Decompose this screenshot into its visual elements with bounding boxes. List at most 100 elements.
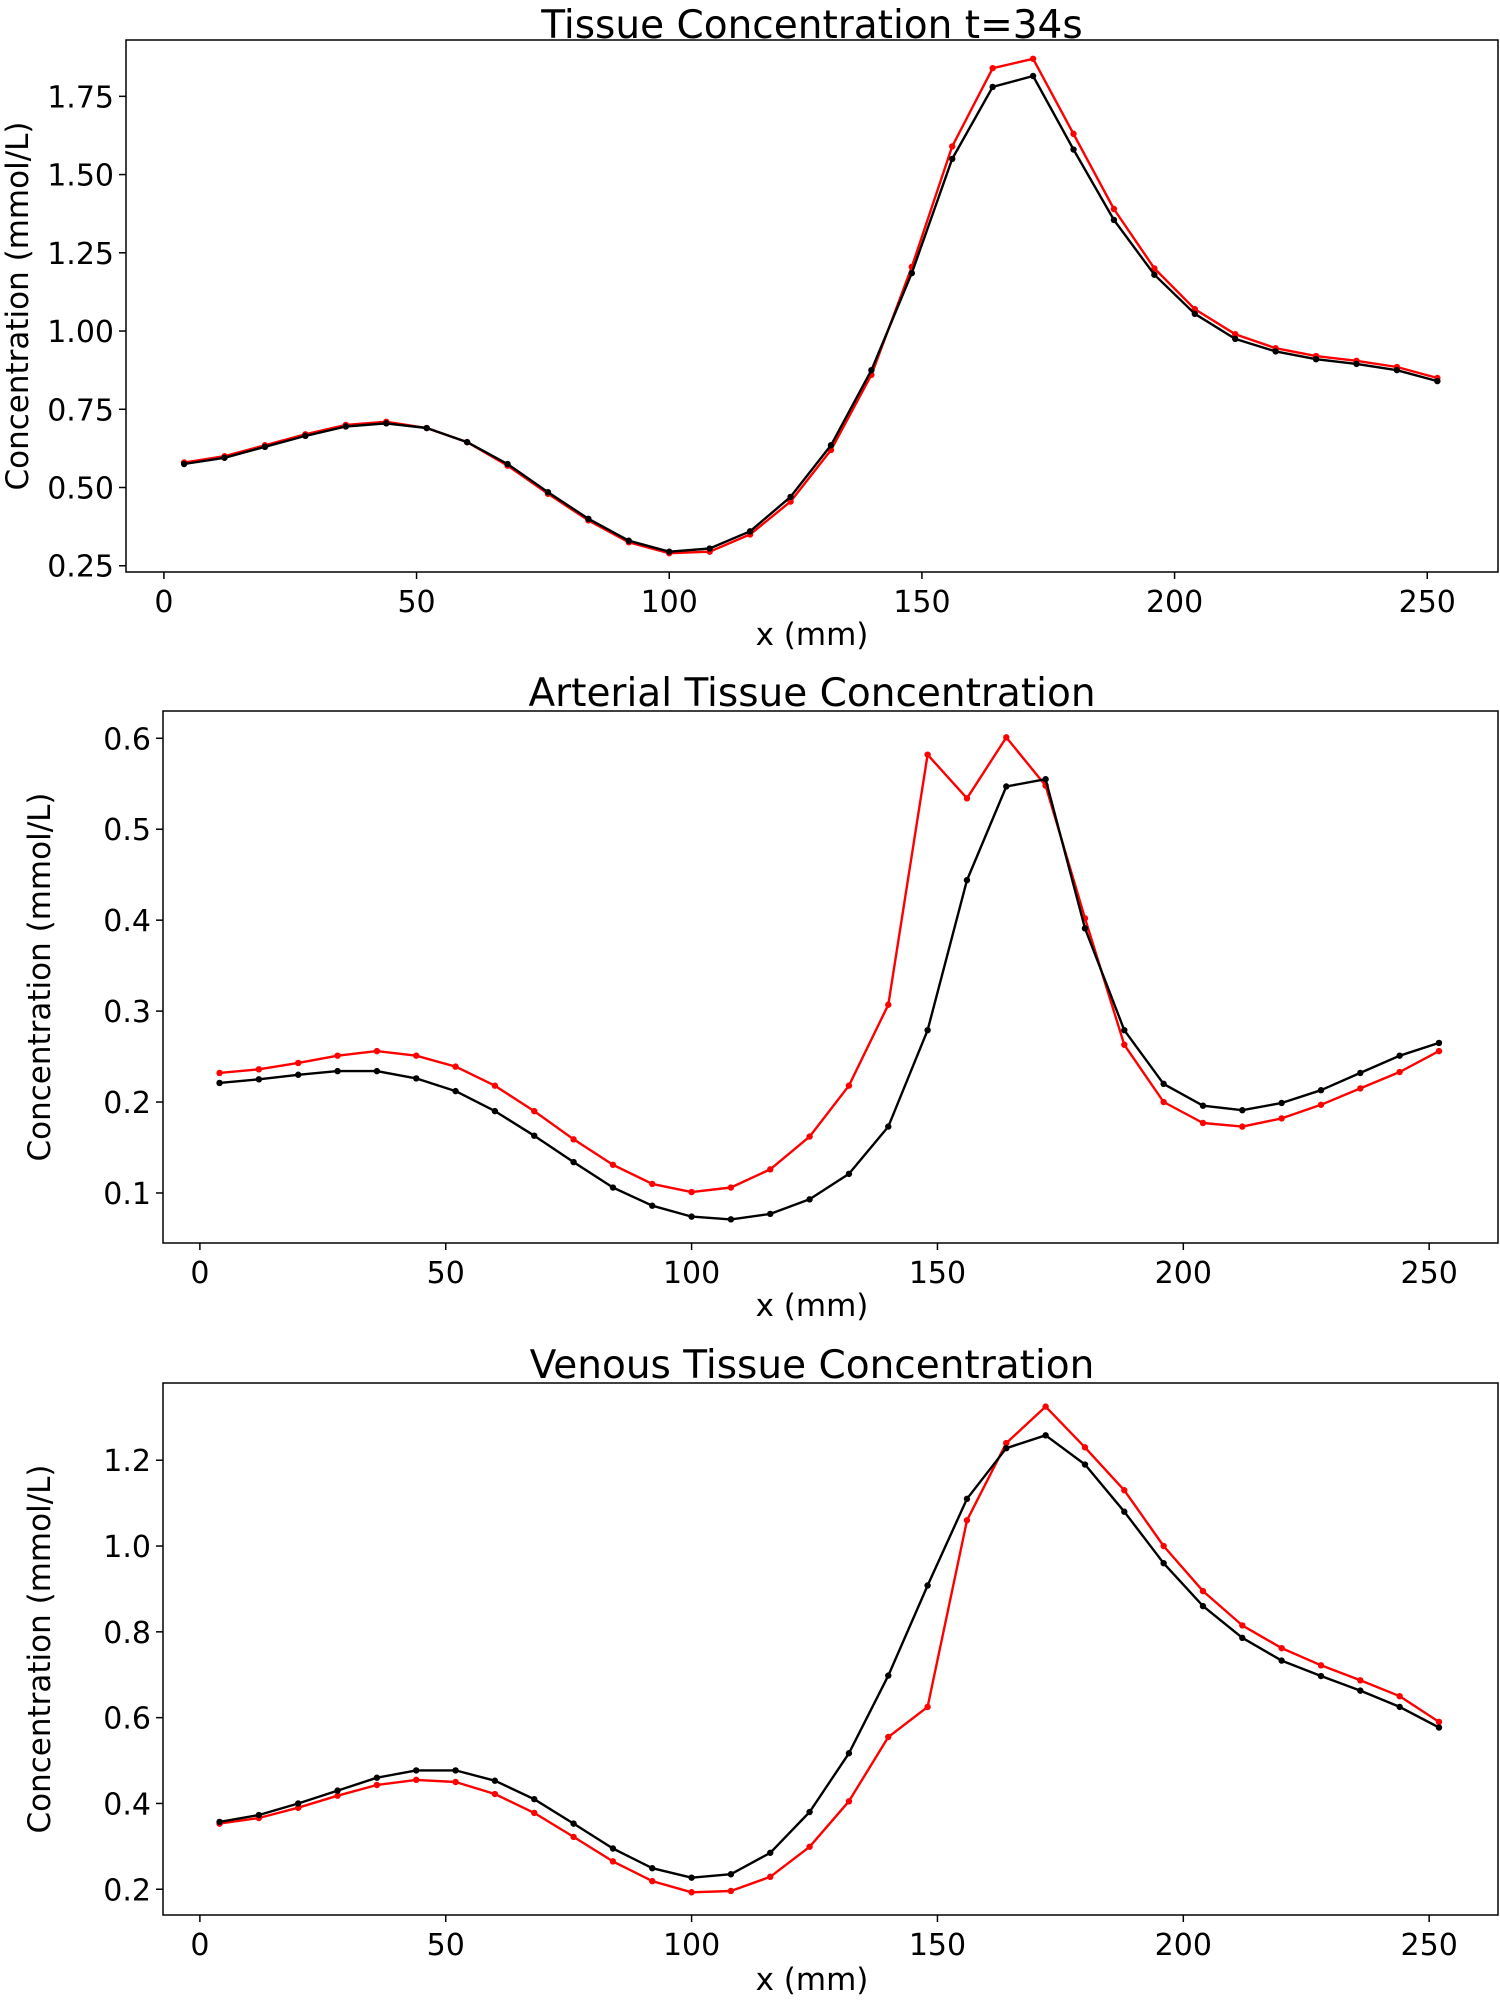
x-tick-label: 50 xyxy=(427,1928,465,1963)
series-point xyxy=(806,1196,813,1203)
series-point xyxy=(688,1889,695,1896)
series-point xyxy=(1312,356,1320,363)
series-point xyxy=(746,528,754,535)
plot-frame xyxy=(162,710,1499,1244)
series-point xyxy=(1081,1461,1089,1468)
series-point xyxy=(649,1180,656,1188)
series-point xyxy=(491,1790,499,1798)
series-point xyxy=(1042,1403,1049,1410)
series-point xyxy=(1357,1069,1364,1077)
series-point xyxy=(885,1123,892,1130)
series-point xyxy=(609,1161,617,1168)
series-point xyxy=(570,1136,577,1143)
series-point xyxy=(295,1071,302,1078)
series-point xyxy=(334,1792,341,1799)
series-point xyxy=(1434,377,1441,385)
y-tick-label: 1.00 xyxy=(47,315,114,350)
series-point xyxy=(963,1517,971,1524)
series-point xyxy=(1239,1622,1246,1629)
series-point xyxy=(334,1052,341,1059)
chart-panel-3: Venous Tissue Concentration 0 50 100 150 200… xyxy=(22,1343,1499,1998)
y-tick-label: 0.75 xyxy=(47,393,114,428)
series-point xyxy=(216,1079,223,1087)
y-axis-label: Concentration (mmol/L) xyxy=(0,121,36,490)
series-point xyxy=(1151,271,1158,278)
series-point xyxy=(531,1809,538,1817)
x-tick-label: 100 xyxy=(663,1256,720,1291)
series-point xyxy=(1191,310,1198,318)
series-point xyxy=(180,460,188,468)
x-ticks: 0 50 100 150 200 250 xyxy=(190,1243,1458,1291)
series-point xyxy=(924,1582,931,1589)
y-tick-label: 0.1 xyxy=(103,1177,151,1212)
series-point xyxy=(1317,1101,1325,1108)
series-point xyxy=(255,1066,263,1073)
series-point xyxy=(649,1865,656,1872)
series-point xyxy=(1357,1085,1364,1092)
series-point xyxy=(570,1820,577,1827)
series-point xyxy=(727,1871,735,1878)
chart-title: Arterial Tissue Concentration xyxy=(528,671,1095,716)
series-point xyxy=(1232,330,1239,338)
series-point xyxy=(924,1703,931,1711)
series-point xyxy=(295,1059,302,1067)
series-point xyxy=(1003,1439,1010,1447)
series-point xyxy=(334,1787,341,1794)
series-point xyxy=(727,1184,735,1191)
series-point xyxy=(413,1075,420,1082)
series-point xyxy=(383,420,390,427)
chart-panel-1: Tissue Concentration t=34s 0 50 100 150 200 2… xyxy=(0,3,1499,653)
series-point xyxy=(845,1082,853,1089)
series-point xyxy=(1160,1559,1167,1567)
series-point xyxy=(1029,55,1037,62)
series-point xyxy=(908,269,916,277)
x-tick-label: 150 xyxy=(909,1256,966,1291)
series-point xyxy=(767,1873,774,1881)
series-point xyxy=(1042,776,1049,783)
plot-frame xyxy=(162,1382,1499,1916)
series-point xyxy=(373,1781,381,1789)
series-point xyxy=(1393,366,1401,374)
y-tick-label: 0.4 xyxy=(103,904,151,939)
y-tick-label: 1.50 xyxy=(47,159,114,194)
x-ticks: 0 50 100 150 200 250 xyxy=(154,572,1456,620)
series-point xyxy=(452,1767,459,1774)
x-tick-label: 250 xyxy=(1399,585,1456,620)
chart-title: Tissue Concentration t=34s xyxy=(540,3,1082,48)
y-tick-label: 0.8 xyxy=(103,1616,151,1651)
series-point xyxy=(531,1107,538,1115)
series-point xyxy=(1435,1047,1443,1055)
series-point xyxy=(1278,1115,1285,1122)
series-point xyxy=(1121,1041,1128,1048)
series-point xyxy=(1357,1677,1364,1684)
chart-title: Venous Tissue Concentration xyxy=(530,1343,1095,1388)
series-line-1 xyxy=(219,1405,1440,1894)
series-point xyxy=(1278,1657,1285,1664)
series-point xyxy=(452,1778,459,1786)
plot-frame xyxy=(125,39,1499,573)
y-axis-label: Concentration (mmol/L) xyxy=(22,1464,58,1833)
series-point xyxy=(334,1067,341,1075)
y-tick-label: 0.3 xyxy=(103,995,151,1030)
series-point xyxy=(1435,1039,1443,1047)
series-point xyxy=(255,1076,263,1083)
chart-panel-2: Arterial Tissue Concentration 0 50 100 150 2… xyxy=(22,671,1499,1324)
x-tick-label: 50 xyxy=(427,1256,465,1291)
series-point xyxy=(585,515,592,522)
series-point xyxy=(1199,1587,1207,1595)
x-tick-label: 50 xyxy=(397,585,435,620)
series-line-2 xyxy=(219,1434,1440,1879)
series-point xyxy=(1160,1098,1167,1106)
series-point xyxy=(570,1158,577,1166)
series-point xyxy=(570,1833,577,1841)
series-point xyxy=(1003,783,1010,790)
series-point xyxy=(491,1082,499,1089)
y-ticks: 0.2 0.4 0.6 0.8 1.0 1.2 xyxy=(103,1444,163,1908)
series-point xyxy=(609,1184,617,1191)
series-point xyxy=(1070,130,1077,138)
series-point xyxy=(1160,1080,1167,1088)
series-point xyxy=(342,423,350,430)
x-tick-label: 200 xyxy=(1155,1256,1212,1291)
series-point xyxy=(1317,1662,1325,1669)
series-point xyxy=(1199,1119,1207,1127)
